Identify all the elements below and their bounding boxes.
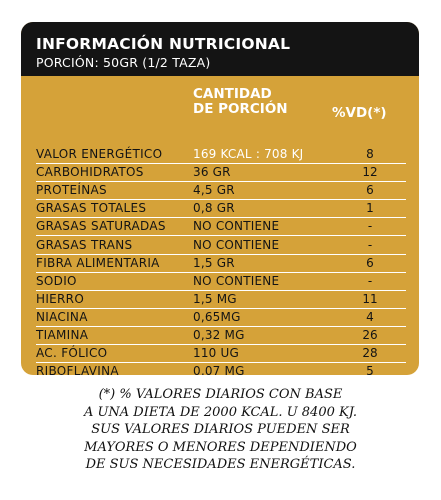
nutrient-daily-value: 11 <box>362 291 378 306</box>
nutrient-daily-value: 6 <box>366 183 374 198</box>
nutrient-row: AC. FÓLICO 110 UG 28 <box>21 345 419 364</box>
row-divider <box>36 271 406 273</box>
nutrient-name: TIAMINA <box>36 328 89 342</box>
nutrient-name: FIBRA ALIMENTARIA <box>36 255 160 270</box>
row-divider <box>36 235 406 237</box>
nutrient-daily-value: 1 <box>366 201 374 216</box>
column-header-quantity: CANTIDAD DE PORCIÓN <box>193 87 313 117</box>
nutrient-name: SODIO <box>36 273 77 288</box>
label-title: INFORMACIÓN NUTRICIONAL <box>36 35 291 53</box>
nutrition-label: INFORMACIÓN NUTRICIONAL PORCIÓN: 50GR (1… <box>21 22 419 375</box>
row-divider <box>36 163 406 164</box>
column-header-daily-value: %VD(*) <box>332 105 387 121</box>
nutrient-quantity: 0,07 MG <box>193 364 245 375</box>
nutrient-row: FIBRA ALIMENTARIA 1,5 GR 6 <box>21 255 419 273</box>
nutrient-name: CARBOHIDRATOS <box>36 165 144 180</box>
row-divider <box>36 289 406 291</box>
nutrient-quantity: NO CONTIENE <box>193 219 280 234</box>
nutrient-quantity: 0,32 MG <box>193 328 245 342</box>
nutrient-daily-value: 6 <box>366 255 374 270</box>
nutrient-daily-value: - <box>367 237 373 252</box>
row-divider <box>36 344 406 345</box>
nutrient-quantity: 1,5 MG <box>193 291 237 306</box>
nutrient-row: NIACINA 0,65MG 4 <box>21 309 419 327</box>
nutrient-name: RIBOFLAVINA <box>36 364 119 375</box>
nutrient-quantity: 169 KCAL : 708 KJ <box>193 147 304 161</box>
nutrient-daily-value: 12 <box>362 165 378 180</box>
nutrient-daily-value: 4 <box>366 309 374 324</box>
nutrient-daily-value: 8 <box>366 147 374 161</box>
nutrient-name: PROTEÍNAS <box>36 183 107 198</box>
row-divider <box>36 217 406 219</box>
nutrient-row: HIERRO 1,5 MG 11 <box>21 291 419 309</box>
portion-size: PORCIÓN: 50GR (1/2 TAZA) <box>36 55 211 70</box>
nutrient-daily-value: 5 <box>366 364 374 375</box>
nutrient-quantity: 1,5 GR <box>193 255 235 270</box>
nutrient-quantity: 0,8 GR <box>193 201 235 216</box>
nutrient-name: NIACINA <box>36 309 88 324</box>
nutrient-row: RIBOFLAVINA 0,07 MG 5 <box>21 363 419 375</box>
nutrient-name: GRASAS TOTALES <box>36 201 147 216</box>
nutrient-quantity: 110 UG <box>193 346 240 361</box>
nutrient-quantity: NO CONTIENE <box>193 273 280 288</box>
nutrient-daily-value: - <box>367 273 373 288</box>
column-header-quantity-line1: CANTIDAD <box>193 86 272 102</box>
nutrient-row: GRASAS TOTALES 0,8 GR 1 <box>21 200 419 219</box>
daily-value-footnote: (*) % VALORES DIARIOS CON BASE A UNA DIE… <box>0 386 441 474</box>
row-divider <box>36 307 406 309</box>
footnote-line: SUS VALORES DIARIOS PUEDEN SER <box>91 422 350 437</box>
nutrient-row: GRASAS SATURADAS NO CONTIENE - <box>21 218 419 237</box>
nutrient-name: VALOR ENERGÉTICO <box>36 147 163 161</box>
nutrient-daily-value: 28 <box>362 346 378 361</box>
footnote-line: MAYORES O MENORES DEPENDIENDO <box>84 439 357 455</box>
row-divider <box>36 181 406 183</box>
nutrient-name: GRASAS SATURADAS <box>36 219 166 234</box>
footnote-line: A UNA DIETA DE 2000 KCAL. U 8400 KJ. <box>83 404 358 420</box>
nutrient-name: AC. FÓLICO <box>36 346 108 361</box>
nutrient-name: HIERRO <box>36 291 85 306</box>
nutrient-row: SODIO NO CONTIENE - <box>21 273 419 291</box>
row-divider <box>36 362 406 364</box>
label-header: INFORMACIÓN NUTRICIONAL PORCIÓN: 50GR (1… <box>21 22 419 76</box>
nutrient-quantity: 36 GR <box>193 165 231 180</box>
row-divider <box>36 199 406 201</box>
nutrient-row: CARBOHIDRATOS 36 GR 12 <box>21 164 419 183</box>
nutrient-quantity: 4,5 GR <box>193 183 235 198</box>
nutrient-row: TIAMINA 0,32 MG 26 <box>21 327 419 345</box>
nutrient-quantity: NO CONTIENE <box>193 237 280 252</box>
nutrient-row: VALOR ENERGÉTICO 169 KCAL : 708 KJ 8 <box>21 146 419 164</box>
footnote-line: (*) % VALORES DIARIOS CON BASE <box>98 387 343 402</box>
nutrient-row: PROTEÍNAS 4,5 GR 6 <box>21 182 419 201</box>
footnote-line: DE SUS NECESIDADES ENERGÉTICAS. <box>85 457 356 472</box>
nutrient-quantity: 0,65MG <box>193 309 241 324</box>
row-divider <box>36 253 406 255</box>
nutrient-daily-value: 26 <box>362 328 378 342</box>
nutrient-daily-value: - <box>367 219 373 234</box>
row-divider <box>36 325 406 327</box>
nutrient-row: GRASAS TRANS NO CONTIENE - <box>21 237 419 255</box>
column-header-quantity-line2: DE PORCIÓN <box>193 101 288 117</box>
nutrient-name: GRASAS TRANS <box>36 237 133 252</box>
